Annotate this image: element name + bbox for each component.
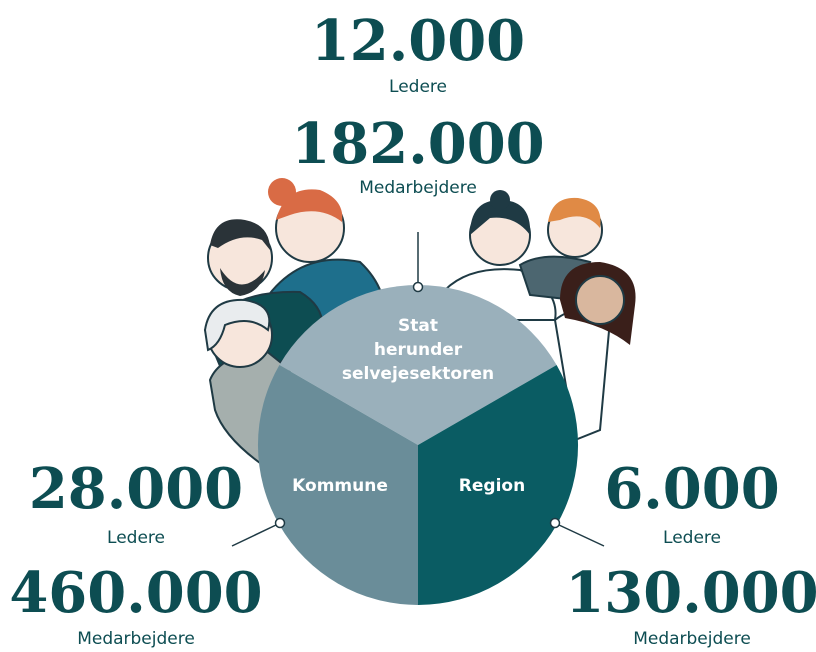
leaders-number: 12.000: [311, 8, 525, 74]
employees-number: 130.000: [565, 560, 816, 626]
leaders-label: Ledere: [663, 528, 721, 548]
segment-label: Region: [459, 476, 525, 496]
leaders-label: Ledere: [107, 528, 165, 548]
segment-label: selvejesektoren: [342, 364, 494, 384]
segment-label: Stat: [398, 316, 438, 336]
leaders-label: Ledere: [389, 77, 447, 97]
leaders-number: 28.000: [29, 456, 243, 522]
employees-label: Medarbejdere: [633, 629, 751, 649]
employees-label: Medarbejdere: [359, 178, 477, 198]
employees-number: 182.000: [291, 111, 544, 177]
segment-label: herunder: [374, 340, 463, 360]
employees-label: Medarbejdere: [77, 629, 195, 649]
infographic: Stat herunder selvejesektoren Kommune Re…: [0, 0, 816, 652]
employees-number: 460.000: [9, 560, 262, 626]
segment-label: Kommune: [292, 476, 388, 496]
leaders-number: 6.000: [604, 456, 779, 522]
